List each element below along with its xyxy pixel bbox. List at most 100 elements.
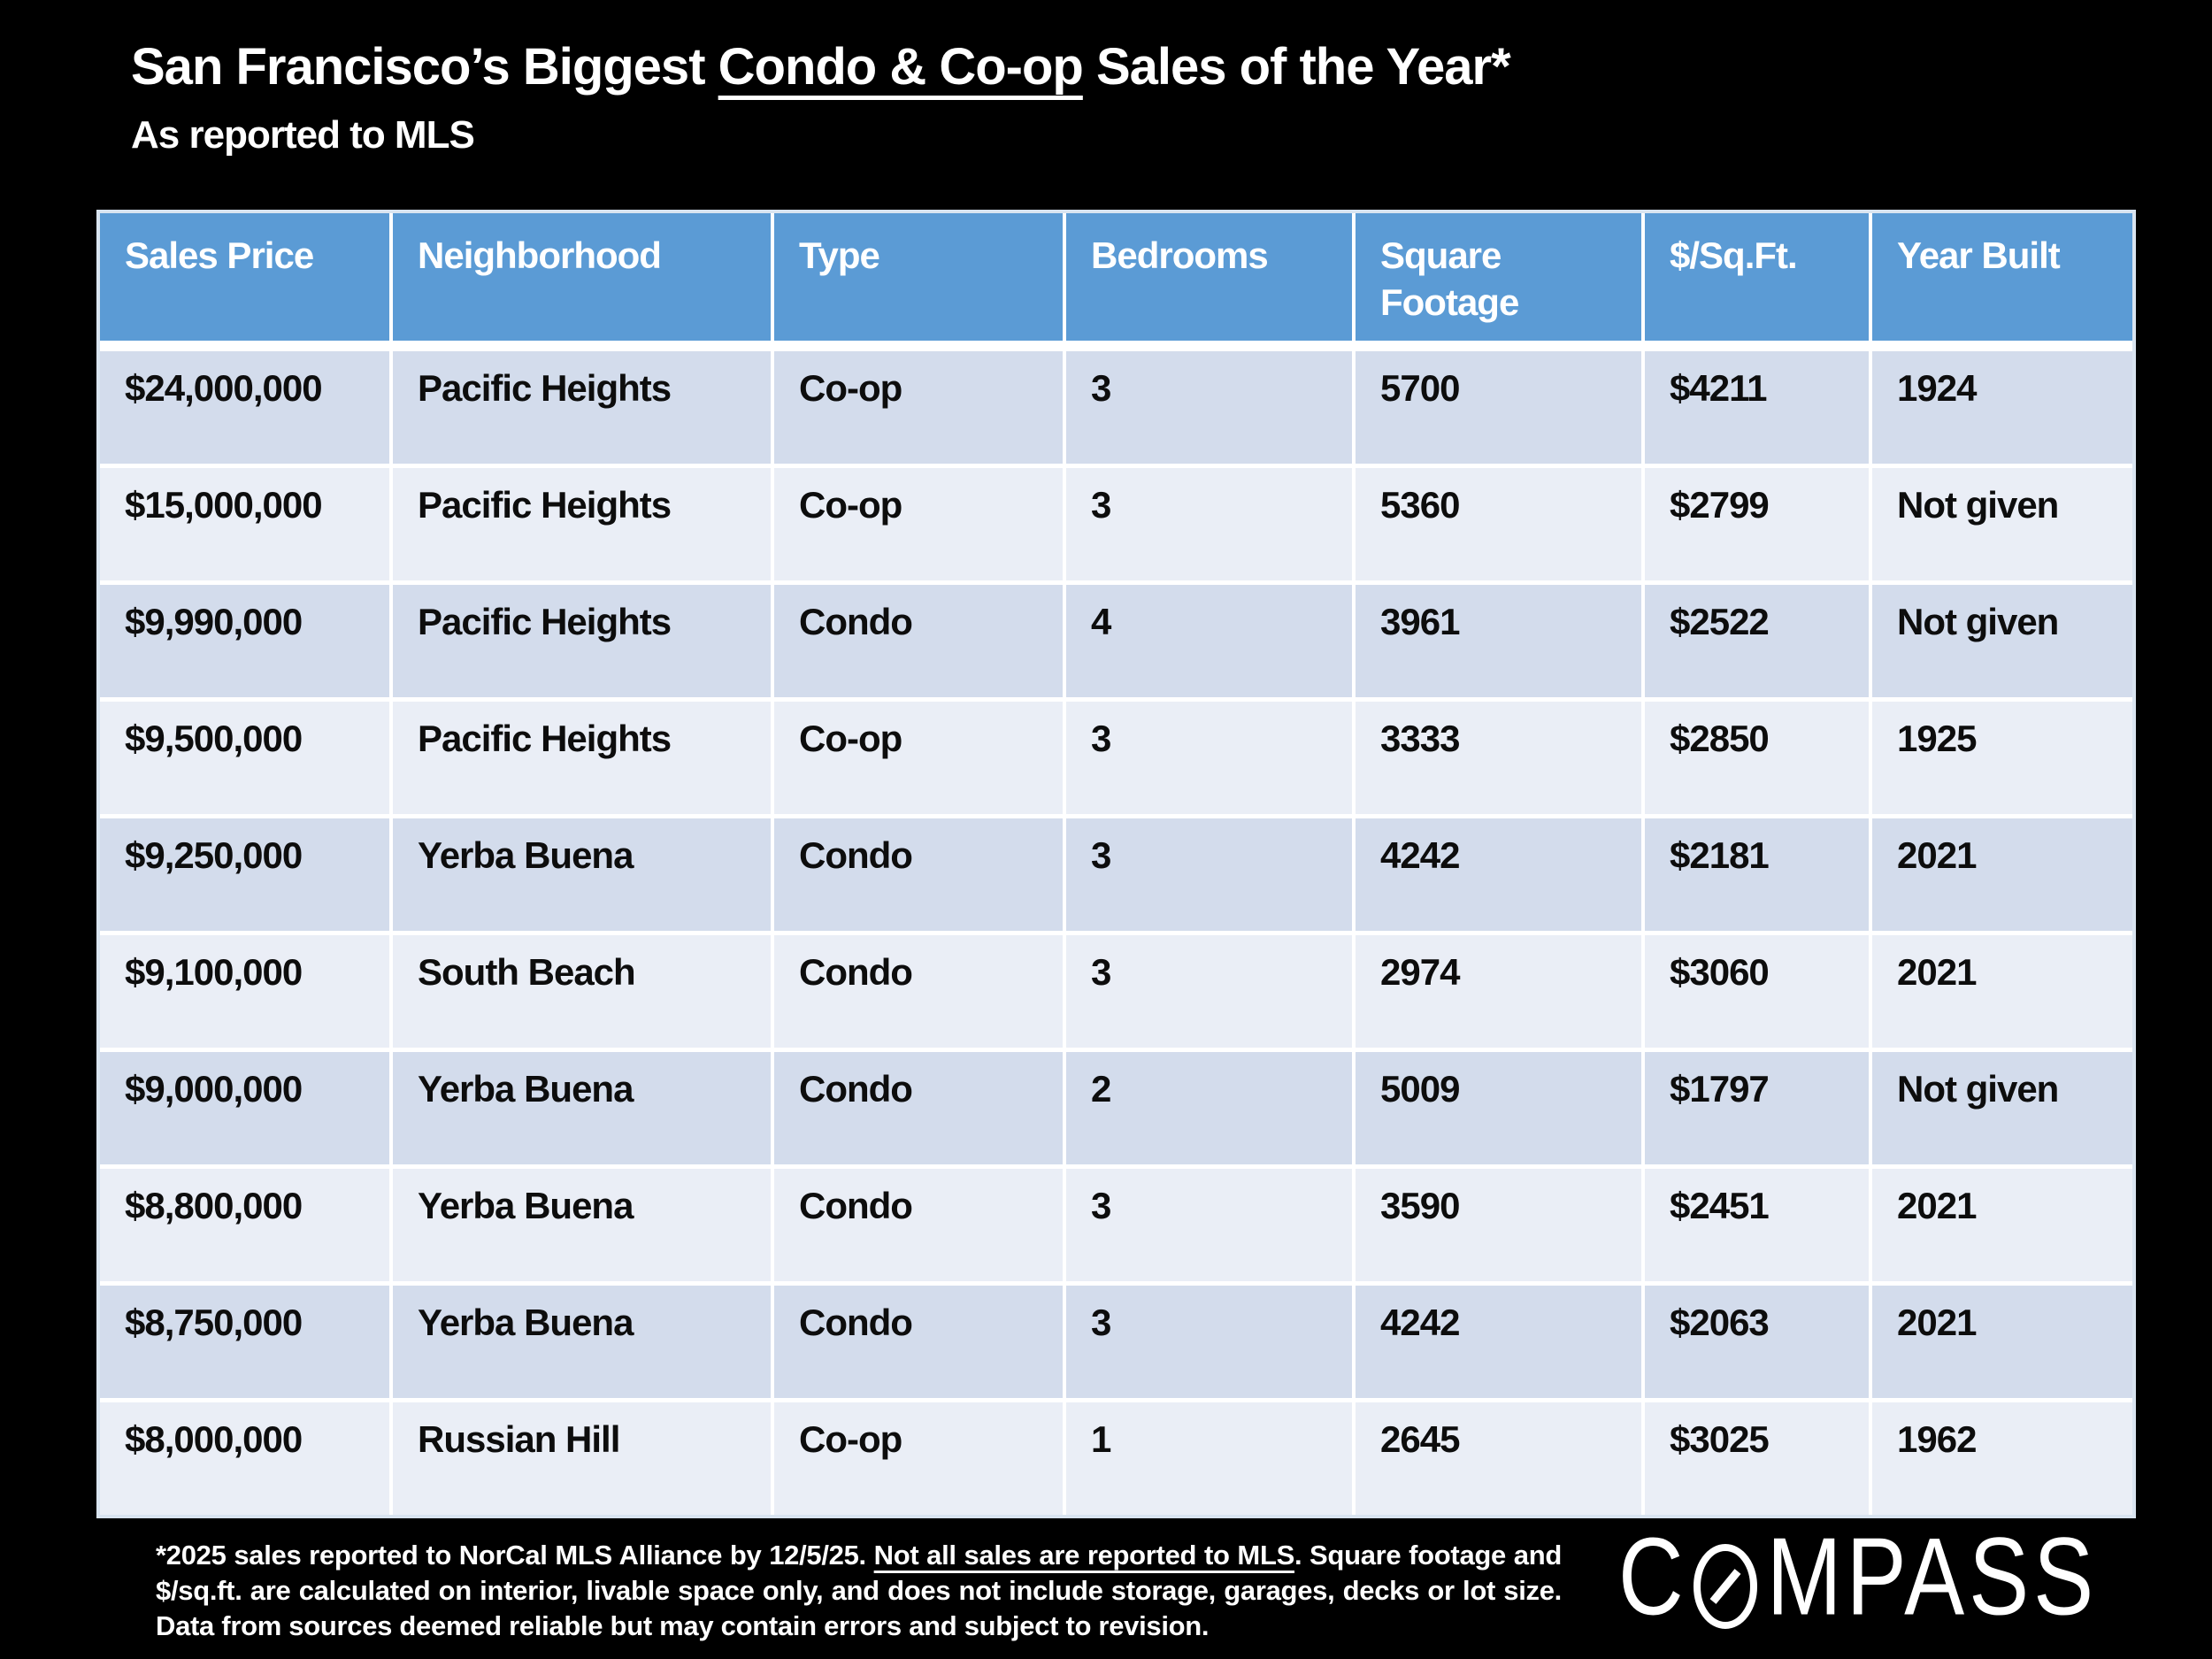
page-subtitle: As reported to MLS [131,113,475,157]
sales-table: Sales Price Neighborhood Type Bedrooms S… [96,210,2136,1518]
table-cell: Pacific Heights [393,468,774,585]
table-cell: $8,750,000 [100,1286,393,1402]
logo-letters-rest: MPASS [1766,1515,2099,1639]
table-row: $15,000,000 Pacific Heights Co-op 3 5360… [100,468,2132,585]
table-cell: $2451 [1645,1169,1872,1286]
table-cell: Condo [774,935,1066,1052]
column-header-price-per-sqft: $/Sq.Ft. [1645,213,1872,351]
table-cell: 1962 [1872,1402,2132,1515]
title-underlined: Condo & Co-op [718,38,1084,96]
column-header-year-built: Year Built [1872,213,2132,351]
table-cell: Condo [774,1286,1066,1402]
table-cell: $2522 [1645,585,1872,702]
table-cell: 3 [1066,1286,1356,1402]
table-cell: Not given [1872,1052,2132,1169]
disclaimer-text: *2025 sales reported to NorCal MLS Allia… [156,1538,1562,1644]
table-cell: 3 [1066,702,1356,818]
table-cell: Condo [774,585,1066,702]
table-row: $9,250,000 Yerba Buena Condo 3 4242 $218… [100,818,2132,935]
table-cell: 1925 [1872,702,2132,818]
table-cell: $8,000,000 [100,1402,393,1515]
table-cell: 3590 [1356,1169,1645,1286]
table-cell: $15,000,000 [100,468,393,585]
compass-logo: C MPASS [1618,1522,2098,1632]
table-cell: 3 [1066,935,1356,1052]
table-cell: $9,250,000 [100,818,393,935]
column-header-neighborhood: Neighborhood [393,213,774,351]
table-cell: $9,990,000 [100,585,393,702]
table-cell: Co-op [774,702,1066,818]
table-row: $8,750,000 Yerba Buena Condo 3 4242 $206… [100,1286,2132,1402]
disclaimer-underlined: Not all sales are reported to MLS [873,1540,1295,1571]
table-cell: 2645 [1356,1402,1645,1515]
table-cell: 2021 [1872,1286,2132,1402]
table-cell: Condo [774,1169,1066,1286]
table-cell: $9,500,000 [100,702,393,818]
page-title: San Francisco’s Biggest Condo & Co-op Sa… [131,37,1511,96]
column-header-sales-price: Sales Price [100,213,393,351]
table-cell: 4242 [1356,1286,1645,1402]
table-row: $8,800,000 Yerba Buena Condo 3 3590 $245… [100,1169,2132,1286]
table-cell: Co-op [774,468,1066,585]
table-cell: Not given [1872,468,2132,585]
table-cell: Yerba Buena [393,1286,774,1402]
table-cell: 4242 [1356,818,1645,935]
table-cell: 3 [1066,818,1356,935]
logo-letter-c: C [1618,1515,1688,1639]
table-cell: 3333 [1356,702,1645,818]
table-cell: $3025 [1645,1402,1872,1515]
table-cell: $2850 [1645,702,1872,818]
title-suffix: Sales of the Year* [1082,38,1511,96]
table-cell: $1797 [1645,1052,1872,1169]
table-cell: 1 [1066,1402,1356,1515]
table-cell: $9,000,000 [100,1052,393,1169]
table-cell: $3060 [1645,935,1872,1052]
column-header-bedrooms: Bedrooms [1066,213,1356,351]
table-cell: $2063 [1645,1286,1872,1402]
table-cell: 4 [1066,585,1356,702]
table-cell: $9,100,000 [100,935,393,1052]
table-cell: $24,000,000 [100,351,393,468]
table-cell: $8,800,000 [100,1169,393,1286]
table-row: $8,000,000 Russian Hill Co-op 1 2645 $30… [100,1402,2132,1515]
table-cell: 3 [1066,351,1356,468]
table-cell: Pacific Heights [393,702,774,818]
table-cell: 5360 [1356,468,1645,585]
table-cell: 1924 [1872,351,2132,468]
table-header-row: Sales Price Neighborhood Type Bedrooms S… [100,213,2132,351]
table-cell: Pacific Heights [393,585,774,702]
compass-o-icon [1693,1544,1757,1629]
table-cell: Yerba Buena [393,818,774,935]
disclaimer-part1: *2025 sales reported to NorCal MLS Allia… [156,1540,874,1571]
table-cell: Yerba Buena [393,1052,774,1169]
table-cell: Condo [774,818,1066,935]
table-cell: 2021 [1872,1169,2132,1286]
table-cell: 3 [1066,468,1356,585]
table-row: $24,000,000 Pacific Heights Co-op 3 5700… [100,351,2132,468]
table-row: $9,500,000 Pacific Heights Co-op 3 3333 … [100,702,2132,818]
table-row: $9,100,000 South Beach Condo 3 2974 $306… [100,935,2132,1052]
table-cell: $2181 [1645,818,1872,935]
table-cell: Not given [1872,585,2132,702]
table-cell: South Beach [393,935,774,1052]
table-row: $9,990,000 Pacific Heights Condo 4 3961 … [100,585,2132,702]
table-cell: 5009 [1356,1052,1645,1169]
table-cell: Co-op [774,1402,1066,1515]
table-cell: Yerba Buena [393,1169,774,1286]
table-cell: $2799 [1645,468,1872,585]
table-cell: 3 [1066,1169,1356,1286]
table-cell: 2974 [1356,935,1645,1052]
table-cell: 3961 [1356,585,1645,702]
table-cell: $4211 [1645,351,1872,468]
column-header-square-footage: Square Footage [1356,213,1645,351]
table-cell: Russian Hill [393,1402,774,1515]
column-header-type: Type [774,213,1066,351]
table-cell: 2 [1066,1052,1356,1169]
table-cell: 2021 [1872,818,2132,935]
table-cell: Pacific Heights [393,351,774,468]
table-row: $9,000,000 Yerba Buena Condo 2 5009 $179… [100,1052,2132,1169]
disclaimer-part2: . Square footage and $/sq.ft. are calcul… [156,1540,1562,1641]
table-cell: 5700 [1356,351,1645,468]
table-cell: Co-op [774,351,1066,468]
